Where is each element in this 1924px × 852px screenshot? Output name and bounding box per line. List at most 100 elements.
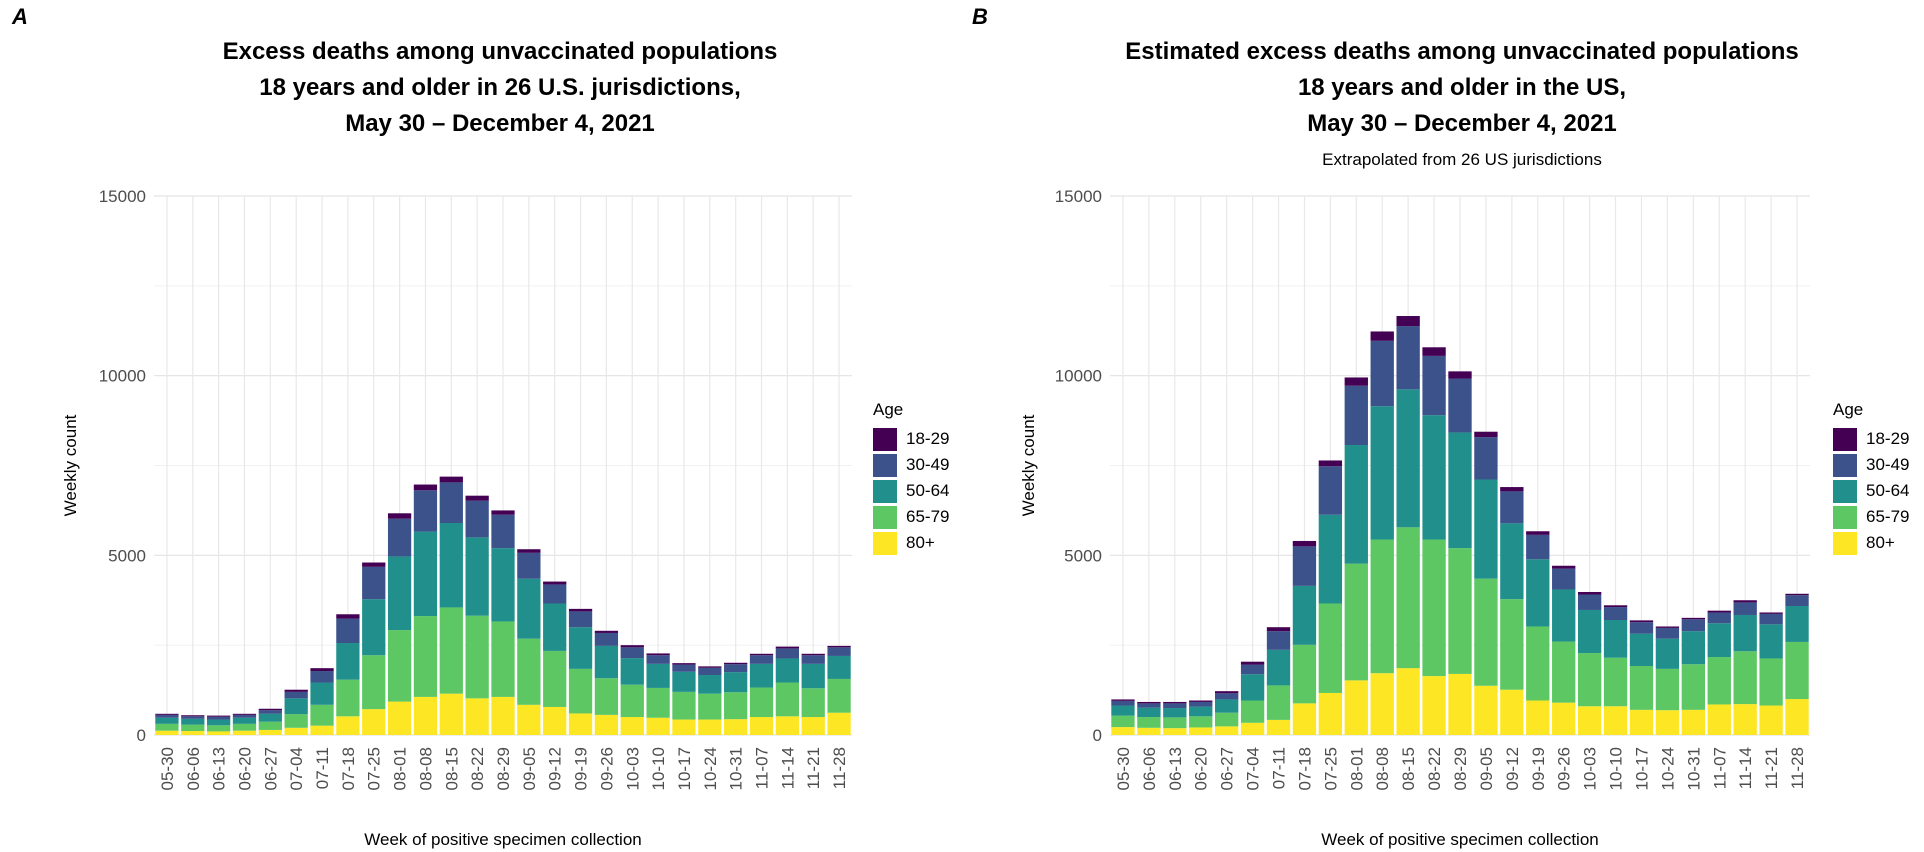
stacked-bar-chart-b: 0 5000 10000 15000 05-30 06-06 06-13 06-20 06-27… bbox=[1019, 187, 1810, 849]
bar-segment bbox=[1370, 331, 1394, 341]
bar-segment bbox=[1655, 668, 1680, 711]
bar-segment bbox=[1422, 355, 1446, 416]
bar-segment bbox=[1655, 638, 1680, 669]
x-tick-label: 08-29 bbox=[494, 747, 513, 790]
bar-segment bbox=[1759, 624, 1783, 659]
bar-segment bbox=[1681, 619, 1705, 632]
bar-segment bbox=[827, 645, 851, 648]
bar-segment bbox=[1163, 717, 1187, 729]
bar-segment bbox=[568, 611, 593, 628]
bar-segment bbox=[284, 689, 308, 692]
x-tick-label: 06-13 bbox=[1166, 747, 1185, 790]
bar-segment bbox=[698, 719, 722, 735]
bar-segment bbox=[1396, 527, 1420, 669]
y-tick-label: 0 bbox=[137, 726, 146, 745]
legend-swatch bbox=[873, 427, 897, 451]
bar-segment bbox=[749, 653, 774, 656]
bar-segment bbox=[1189, 716, 1213, 728]
bar-segment bbox=[517, 549, 541, 553]
x-tick-label: 07-25 bbox=[365, 747, 384, 790]
legend-label: 18-29 bbox=[1866, 429, 1910, 448]
bar-segment bbox=[724, 672, 748, 693]
bar-segment bbox=[206, 731, 231, 735]
legend-label: 80+ bbox=[906, 533, 935, 552]
x-tick-label: 10-24 bbox=[1658, 747, 1677, 790]
x-tick-label: 10-31 bbox=[727, 747, 746, 790]
bar-segment bbox=[232, 730, 257, 735]
bar-segment bbox=[1526, 700, 1550, 735]
bar-segment bbox=[1655, 626, 1680, 628]
bar-segment bbox=[1733, 600, 1757, 603]
bar-segment bbox=[232, 713, 257, 715]
y-tick-label: 15000 bbox=[99, 187, 146, 206]
bar-segment bbox=[1603, 605, 1628, 608]
bar-segment bbox=[1422, 539, 1446, 677]
bar-segment bbox=[1474, 685, 1498, 735]
bar-segment bbox=[1163, 703, 1187, 709]
bar-segment bbox=[1111, 699, 1135, 701]
bar-segment bbox=[1163, 728, 1187, 735]
x-tick-label: 10-03 bbox=[1581, 747, 1600, 790]
bar-segment bbox=[1266, 685, 1291, 720]
bar-segment bbox=[698, 674, 722, 694]
bar-segment bbox=[1163, 701, 1187, 704]
bar-segment bbox=[1655, 627, 1680, 639]
bar-segment bbox=[1448, 548, 1472, 674]
x-tick-label: 07-18 bbox=[339, 747, 358, 790]
y-tick-label: 0 bbox=[1093, 726, 1102, 745]
bar-segment bbox=[1240, 664, 1265, 675]
bar-segment bbox=[1370, 406, 1394, 540]
bar-segment bbox=[336, 679, 360, 717]
bar-segment bbox=[1603, 620, 1628, 658]
bar-segment bbox=[284, 727, 308, 735]
bar-segment bbox=[1396, 326, 1420, 390]
bar-segment bbox=[439, 482, 463, 523]
x-tick-label: 11-07 bbox=[1710, 747, 1729, 789]
x-tick-label: 06-13 bbox=[210, 747, 229, 790]
bar-segment bbox=[155, 730, 179, 735]
bar-segment bbox=[1344, 680, 1368, 735]
bar-segment bbox=[724, 719, 748, 735]
bar-segment bbox=[672, 691, 696, 720]
bar-segment bbox=[1318, 692, 1343, 735]
bar-segment bbox=[1526, 531, 1550, 535]
bar-segment bbox=[1189, 701, 1213, 707]
x-tick-label: 06-27 bbox=[1218, 747, 1237, 790]
x-tick-label: 11-28 bbox=[1788, 747, 1807, 789]
bar-segment bbox=[749, 655, 774, 664]
bar-segment bbox=[1292, 585, 1317, 645]
bar-segment bbox=[1292, 644, 1317, 704]
bar-segment bbox=[1266, 719, 1291, 735]
legend-swatch bbox=[873, 531, 897, 555]
bar-segment bbox=[1500, 599, 1524, 690]
legend-label: 30-49 bbox=[1866, 455, 1910, 474]
bar-segment bbox=[672, 671, 696, 692]
bar-segment bbox=[1707, 612, 1731, 624]
x-tick-label: 11-28 bbox=[830, 747, 849, 789]
bar-segment bbox=[1552, 565, 1576, 569]
x-tick-label: 07-04 bbox=[287, 747, 306, 790]
bar-segment bbox=[775, 646, 800, 649]
bar-segment bbox=[517, 704, 541, 735]
bar-segment bbox=[724, 662, 748, 665]
legend-swatch bbox=[873, 479, 897, 503]
y-axis-label: Weekly count bbox=[1019, 414, 1038, 516]
bar-segment bbox=[1448, 432, 1472, 549]
legend: Age 18-29 30-49 50-64 65-79 80+ bbox=[873, 400, 949, 556]
bar-segment bbox=[1266, 649, 1291, 686]
x-tick-label: 08-22 bbox=[468, 747, 487, 790]
bar-segment bbox=[801, 653, 825, 656]
bar-segment bbox=[284, 698, 308, 715]
bar-segment bbox=[362, 599, 386, 656]
bar-segment bbox=[206, 725, 231, 732]
bar-segment bbox=[232, 723, 257, 731]
bar-segment bbox=[465, 615, 489, 699]
bar-segment bbox=[206, 716, 231, 720]
bar-segment bbox=[1500, 487, 1524, 492]
bar-segment bbox=[1292, 540, 1317, 547]
bar-segment bbox=[1292, 546, 1317, 586]
legend-item-80-plus: 80+ bbox=[1833, 530, 1909, 556]
bar-segment bbox=[1577, 609, 1602, 654]
bar-segment bbox=[1629, 709, 1654, 735]
legend-title: Age bbox=[1833, 400, 1864, 419]
